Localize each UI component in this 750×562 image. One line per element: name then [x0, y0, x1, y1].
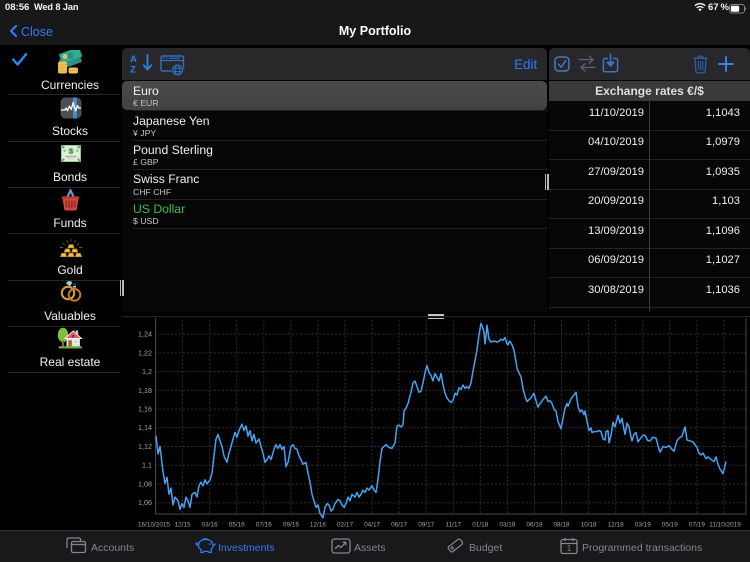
svg-text:10/18: 10/18: [581, 522, 597, 529]
svg-text:08/18: 08/18: [554, 522, 570, 529]
svg-text:1,1: 1,1: [142, 461, 152, 470]
svg-text:1,08: 1,08: [138, 479, 152, 488]
svg-text:$: $: [68, 147, 73, 156]
svg-text:1,22: 1,22: [138, 348, 152, 357]
svg-text:12/15: 12/15: [175, 522, 191, 529]
svg-text:03/18: 03/18: [499, 522, 515, 529]
svg-text:1,14: 1,14: [138, 423, 152, 432]
svg-text:07/16: 07/16: [256, 522, 272, 529]
svg-text:1: 1: [567, 544, 572, 553]
svg-text:1,06: 1,06: [138, 498, 152, 507]
svg-text:Z: Z: [130, 65, 136, 75]
svg-text:06/18: 06/18: [527, 522, 543, 529]
svg-text:04/17: 04/17: [364, 522, 380, 529]
svg-text:A: A: [130, 54, 137, 65]
svg-text:05/16: 05/16: [229, 522, 245, 529]
svg-text:09/16: 09/16: [283, 522, 299, 529]
svg-text:05/19: 05/19: [662, 522, 678, 529]
svg-text:03/19: 03/19: [635, 522, 651, 529]
svg-text:02/17: 02/17: [337, 522, 353, 529]
svg-text:1,12: 1,12: [138, 442, 152, 451]
svg-text:1,16: 1,16: [138, 405, 152, 414]
svg-text:12/18: 12/18: [608, 522, 624, 529]
svg-text:11/17: 11/17: [446, 522, 462, 529]
svg-text:12/16: 12/16: [310, 522, 326, 529]
svg-text:11/10/2019: 11/10/2019: [709, 522, 741, 529]
svg-text:1,18: 1,18: [138, 386, 152, 395]
svg-text:06/17: 06/17: [391, 522, 407, 529]
svg-text:01/18: 01/18: [472, 522, 488, 529]
svg-text:1,24: 1,24: [138, 330, 152, 339]
svg-text:09/17: 09/17: [418, 522, 434, 529]
svg-text:03/16: 03/16: [202, 522, 218, 529]
svg-text:07/19: 07/19: [689, 522, 705, 529]
svg-text:1,2: 1,2: [142, 367, 152, 376]
svg-text:16/10/2015: 16/10/2015: [138, 522, 170, 529]
